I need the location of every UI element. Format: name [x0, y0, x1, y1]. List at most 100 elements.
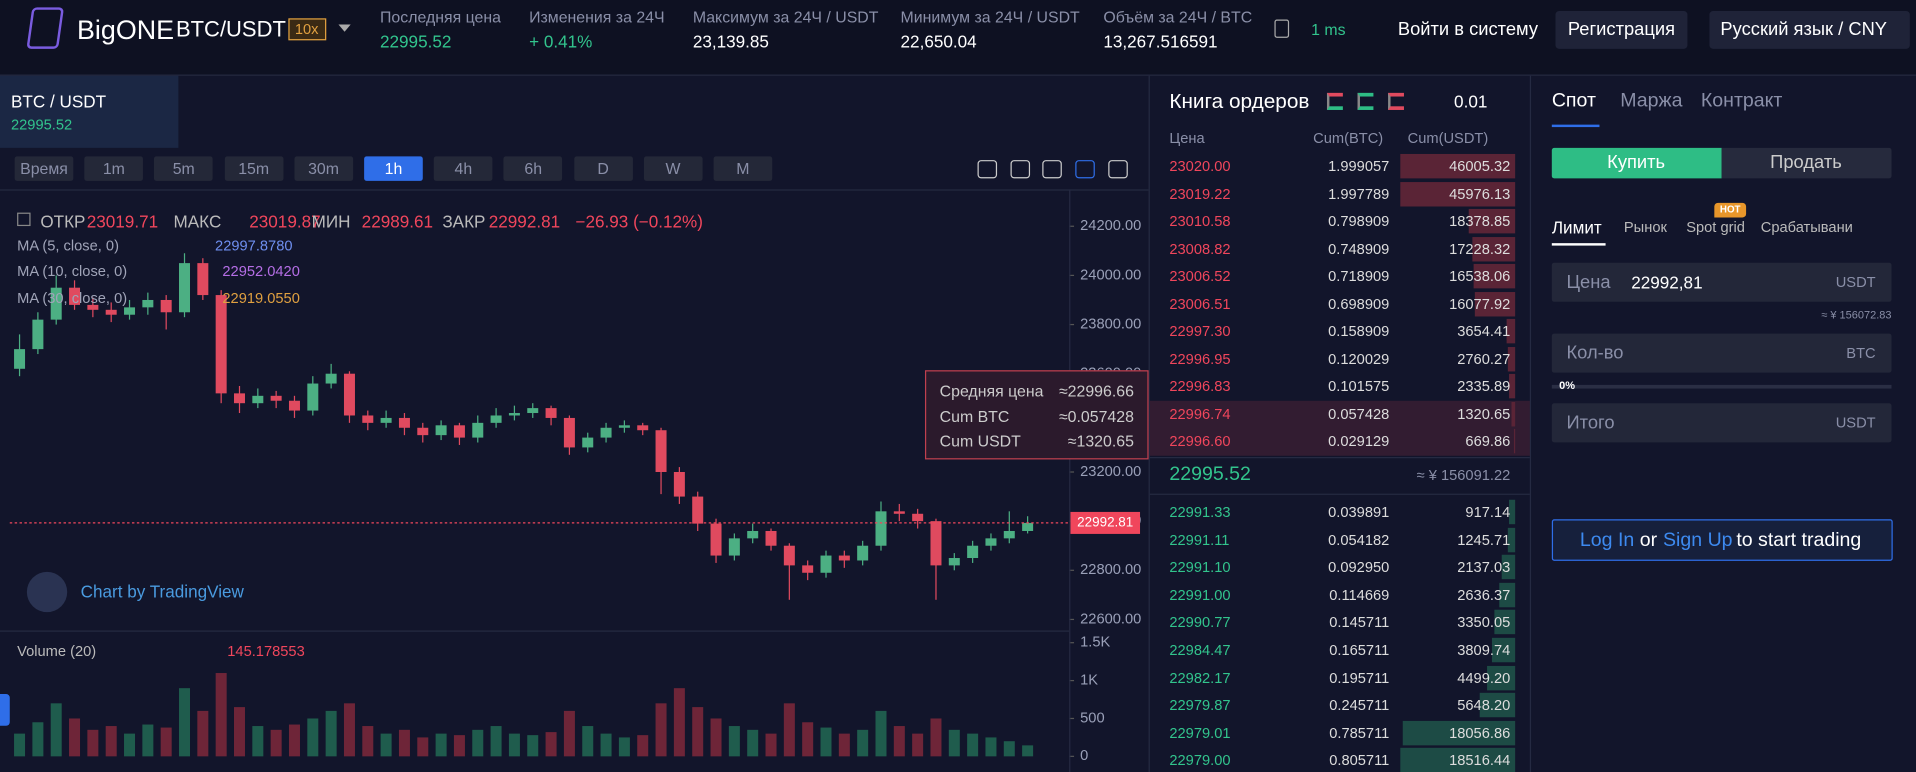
- interval-button[interactable]: [14, 156, 74, 181]
- volume-bar: [948, 729, 960, 757]
- volume-bar: [582, 726, 594, 757]
- input-field[interactable]: [1551, 403, 1892, 443]
- login-rest: to start trading: [1736, 530, 1862, 552]
- precision[interactable]: 0.01: [1454, 91, 1488, 112]
- side-toggle[interactable]: [0, 694, 10, 726]
- interval-button[interactable]: [503, 156, 563, 181]
- pair[interactable]: BTC/USDT: [175, 17, 286, 42]
- book-cum-usdt: 46005.32: [1449, 157, 1511, 175]
- depth-mode-icon[interactable]: [1388, 92, 1404, 110]
- candle-body: [398, 417, 410, 428]
- order-type-tab[interactable]: Spot grid: [1686, 218, 1745, 236]
- y-tick-label: 24000.00: [1080, 267, 1141, 283]
- interval-button[interactable]: [154, 156, 214, 181]
- book-price[interactable]: 23010.58: [1169, 212, 1231, 230]
- book-price[interactable]: 22996.60: [1169, 432, 1231, 450]
- book-price[interactable]: 22979.00: [1169, 751, 1231, 770]
- depth-bar: [1400, 748, 1516, 772]
- candle-body: [545, 408, 557, 418]
- divider: [1148, 75, 1150, 772]
- market-tab[interactable]: [0, 75, 179, 148]
- input-field[interactable]: [1551, 262, 1892, 302]
- language-button[interactable]: [1709, 10, 1910, 49]
- book-cum-usdt: 18056.86: [1449, 724, 1511, 742]
- buy-button[interactable]: [1551, 147, 1722, 179]
- candle-body: [710, 523, 722, 556]
- sell-button[interactable]: [1721, 147, 1892, 179]
- book-price[interactable]: 23020.00: [1169, 157, 1231, 175]
- candle-body: [692, 496, 704, 524]
- toolbar-icon[interactable]: [1075, 160, 1095, 179]
- book-price[interactable]: 23006.52: [1169, 267, 1231, 285]
- input-field[interactable]: [1551, 333, 1892, 373]
- market-type-tab[interactable]: Контракт: [1700, 90, 1783, 112]
- branding[interactable]: Chart by TradingView: [80, 581, 244, 602]
- depth-bar: [1475, 291, 1516, 316]
- volume-bar: [710, 718, 722, 757]
- ohlc-label: ЗАКР: [442, 211, 486, 231]
- candle-body: [490, 415, 502, 423]
- interval-button[interactable]: [643, 156, 703, 181]
- depth-mode-icon[interactable]: [1326, 92, 1343, 110]
- register-button[interactable]: [1555, 10, 1688, 49]
- market-type-tab[interactable]: Спот: [1551, 90, 1596, 112]
- book-last-price: 22995.52: [1169, 464, 1251, 486]
- volume-bar: [270, 729, 282, 757]
- book-price[interactable]: 23019.22: [1169, 185, 1231, 203]
- candle-body: [783, 545, 795, 566]
- book-price[interactable]: 22996.95: [1169, 350, 1231, 368]
- interval-button[interactable]: [84, 156, 144, 181]
- interval-button[interactable]: [364, 156, 423, 181]
- book-cum-btc: 0.029129: [1328, 432, 1390, 450]
- order-type-tab[interactable]: Лимит: [1551, 217, 1602, 238]
- book-price[interactable]: 23006.51: [1169, 295, 1231, 313]
- interval-button[interactable]: [573, 156, 633, 181]
- book-price[interactable]: 23008.82: [1169, 240, 1231, 258]
- toolbar-icon[interactable]: [977, 160, 998, 179]
- volume-bar: [930, 718, 942, 757]
- interval-button[interactable]: [224, 156, 283, 181]
- book-price[interactable]: 22990.77: [1169, 613, 1231, 631]
- book-cum-usdt: 16538.06: [1449, 267, 1511, 285]
- depth-bar: [1508, 346, 1516, 371]
- hot-badge: [1714, 202, 1747, 218]
- input-unit: BTC: [1846, 344, 1876, 362]
- order-type-tab[interactable]: Рынок: [1623, 218, 1667, 236]
- depth-bar: [1498, 582, 1516, 608]
- amount-slider[interactable]: [1551, 384, 1892, 389]
- login-link[interactable]: Log In: [1579, 530, 1635, 552]
- book-price[interactable]: 22997.30: [1169, 322, 1231, 340]
- collapse-icon[interactable]: [17, 212, 31, 227]
- book-price[interactable]: 22979.87: [1169, 696, 1231, 714]
- book-cum-usdt: 1245.71: [1457, 531, 1511, 549]
- candle-body: [857, 545, 869, 561]
- volume-bar: [179, 688, 191, 757]
- book-price[interactable]: 22991.11: [1169, 531, 1230, 549]
- divider: [1529, 75, 1532, 772]
- login-link[interactable]: Войти в систему: [1397, 18, 1538, 40]
- depth-mode-icon[interactable]: [1357, 92, 1374, 110]
- book-price[interactable]: 22979.01: [1169, 724, 1231, 742]
- market-type-tab[interactable]: Маржа: [1620, 90, 1683, 112]
- book-price[interactable]: 22996.83: [1169, 377, 1231, 395]
- toolbar-icon[interactable]: [1010, 160, 1031, 179]
- book-price[interactable]: 22991.10: [1169, 558, 1231, 576]
- book-price[interactable]: 22996.74: [1169, 405, 1231, 423]
- candle-body: [453, 425, 465, 438]
- sell-text: Продать: [1770, 152, 1842, 173]
- interval-button[interactable]: [294, 156, 353, 181]
- toolbar-icon[interactable]: [1108, 160, 1128, 179]
- book-price[interactable]: 22982.17: [1169, 669, 1231, 687]
- caret[interactable]: [338, 24, 351, 32]
- toolbar-icon[interactable]: [1042, 160, 1062, 179]
- candle-body: [325, 373, 337, 384]
- interval-button[interactable]: [713, 156, 773, 181]
- volume-bar: [252, 726, 264, 757]
- order-type-tab[interactable]: Срабатывани: [1760, 218, 1853, 236]
- book-price[interactable]: 22991.33: [1169, 503, 1231, 521]
- book-price[interactable]: 22991.00: [1169, 586, 1231, 604]
- book-cum-btc: 0.798909: [1328, 212, 1390, 230]
- signup-link[interactable]: Sign Up: [1663, 530, 1733, 552]
- book-price[interactable]: 22984.47: [1169, 641, 1231, 659]
- interval-button[interactable]: [434, 156, 493, 181]
